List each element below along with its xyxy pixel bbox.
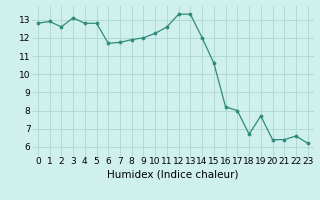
X-axis label: Humidex (Indice chaleur): Humidex (Indice chaleur) <box>107 169 238 179</box>
